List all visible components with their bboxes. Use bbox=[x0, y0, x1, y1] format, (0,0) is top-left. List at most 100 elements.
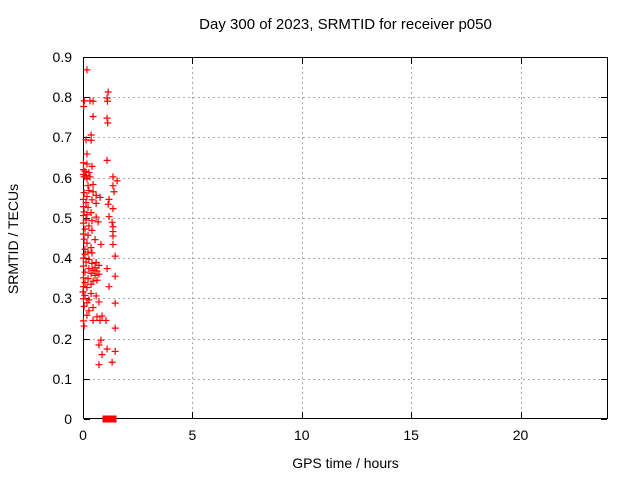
data-point-plus bbox=[105, 283, 113, 291]
data-point-plus bbox=[96, 193, 104, 201]
data-point-plus bbox=[103, 114, 111, 122]
data-point-plus bbox=[92, 292, 100, 300]
data-point-plus bbox=[84, 182, 92, 190]
data-point-plus bbox=[93, 313, 101, 321]
data-point-square bbox=[109, 415, 117, 423]
data-point-plus bbox=[80, 189, 88, 197]
data-point-plus bbox=[83, 311, 91, 319]
data-point-plus bbox=[83, 150, 91, 158]
data-point-plus bbox=[109, 232, 117, 240]
data-point-plus bbox=[79, 230, 87, 238]
y-tick-label: 0.4 bbox=[52, 250, 72, 267]
data-point-plus bbox=[89, 316, 97, 324]
data-point-plus bbox=[87, 280, 95, 288]
data-point-plus bbox=[79, 262, 87, 270]
data-point-plus bbox=[83, 299, 91, 307]
data-point-plus bbox=[79, 317, 87, 325]
data-point-plus bbox=[111, 272, 119, 280]
data-point-plus bbox=[109, 182, 117, 190]
data-point-plus bbox=[110, 188, 118, 196]
data-point-plus bbox=[85, 187, 93, 195]
data-point-plus bbox=[92, 199, 100, 207]
data-point-plus bbox=[111, 299, 119, 307]
data-point-plus bbox=[96, 316, 104, 324]
y-tick-label: 0.7 bbox=[52, 129, 72, 146]
data-point-plus bbox=[89, 113, 97, 121]
data-point-plus bbox=[88, 226, 96, 234]
data-point-plus bbox=[95, 261, 103, 269]
x-tick-label: 15 bbox=[403, 427, 419, 443]
data-point-plus bbox=[81, 292, 89, 300]
data-point-plus bbox=[113, 177, 121, 185]
data-point-plus bbox=[81, 268, 89, 276]
y-tick-label: 0.9 bbox=[52, 49, 72, 65]
data-point-plus bbox=[98, 312, 106, 320]
data-point-plus bbox=[111, 252, 119, 260]
x-tick-label: 10 bbox=[293, 427, 310, 443]
data-point-plus bbox=[87, 290, 95, 298]
data-point-plus bbox=[85, 222, 93, 230]
data-point-plus bbox=[87, 209, 95, 217]
data-point-plus bbox=[84, 203, 92, 211]
data-point-plus bbox=[102, 316, 110, 324]
data-point-plus bbox=[94, 218, 102, 226]
data-point-plus bbox=[88, 162, 96, 170]
data-point-plus bbox=[109, 240, 117, 248]
data-point-plus bbox=[89, 304, 97, 312]
data-point-plus bbox=[79, 295, 87, 303]
data-point-plus bbox=[81, 225, 89, 233]
data-point-plus bbox=[80, 322, 88, 330]
chart-title: Day 300 of 2023, SRMTID for receiver p05… bbox=[199, 16, 492, 33]
data-point-plus bbox=[88, 249, 96, 257]
data-point-plus bbox=[87, 244, 95, 252]
data-point-plus bbox=[79, 254, 87, 262]
x-tick-label: 0 bbox=[79, 427, 87, 443]
data-point-plus bbox=[91, 236, 99, 244]
y-tick-label: 0.1 bbox=[52, 370, 72, 387]
data-point-plus bbox=[98, 351, 106, 359]
data-point-plus bbox=[83, 211, 91, 219]
data-point-plus bbox=[97, 240, 105, 248]
data-point-plus bbox=[95, 270, 103, 278]
data-point-plus bbox=[89, 188, 97, 196]
data-point-plus bbox=[83, 160, 91, 168]
data-point-plus bbox=[105, 213, 113, 221]
x-axis-label: GPS time / hours bbox=[292, 455, 399, 471]
data-point-plus bbox=[83, 175, 91, 183]
x-tick-label: 20 bbox=[512, 427, 529, 443]
data-point-plus bbox=[80, 302, 88, 310]
data-point-plus bbox=[79, 203, 87, 211]
data-point-plus bbox=[79, 219, 87, 227]
data-point-plus bbox=[108, 358, 116, 366]
data-point-plus bbox=[104, 200, 112, 208]
data-point-plus bbox=[83, 239, 91, 247]
data-point-plus bbox=[95, 298, 103, 306]
data-point-plus bbox=[79, 159, 87, 167]
data-point-plus bbox=[88, 196, 96, 204]
y-tick-label: 0.3 bbox=[52, 290, 72, 307]
data-point-plus bbox=[84, 231, 92, 239]
data-point-plus bbox=[88, 217, 96, 225]
data-point-plus bbox=[81, 250, 89, 258]
data-point-plus bbox=[93, 276, 101, 284]
data-point-plus bbox=[92, 213, 100, 221]
data-point-plus bbox=[85, 265, 93, 273]
y-tick-label: 0 bbox=[64, 411, 72, 427]
data-point-plus bbox=[95, 341, 103, 349]
data-point-plus bbox=[83, 283, 91, 291]
y-tick-label: 0.5 bbox=[52, 209, 72, 226]
data-point-plus bbox=[83, 66, 91, 74]
data-point-plus bbox=[89, 181, 97, 189]
data-point-plus bbox=[79, 274, 87, 282]
data-point-plus bbox=[81, 167, 89, 175]
data-point-plus bbox=[87, 136, 95, 144]
data-point-plus bbox=[103, 265, 111, 273]
data-point-plus bbox=[89, 97, 97, 105]
data-point-plus bbox=[79, 288, 87, 296]
y-tick-label: 0.8 bbox=[52, 89, 72, 106]
data-point-square bbox=[102, 415, 110, 423]
data-point-plus bbox=[109, 173, 117, 181]
y-tick-label: 0.2 bbox=[52, 330, 72, 347]
data-point-plus bbox=[105, 195, 113, 203]
